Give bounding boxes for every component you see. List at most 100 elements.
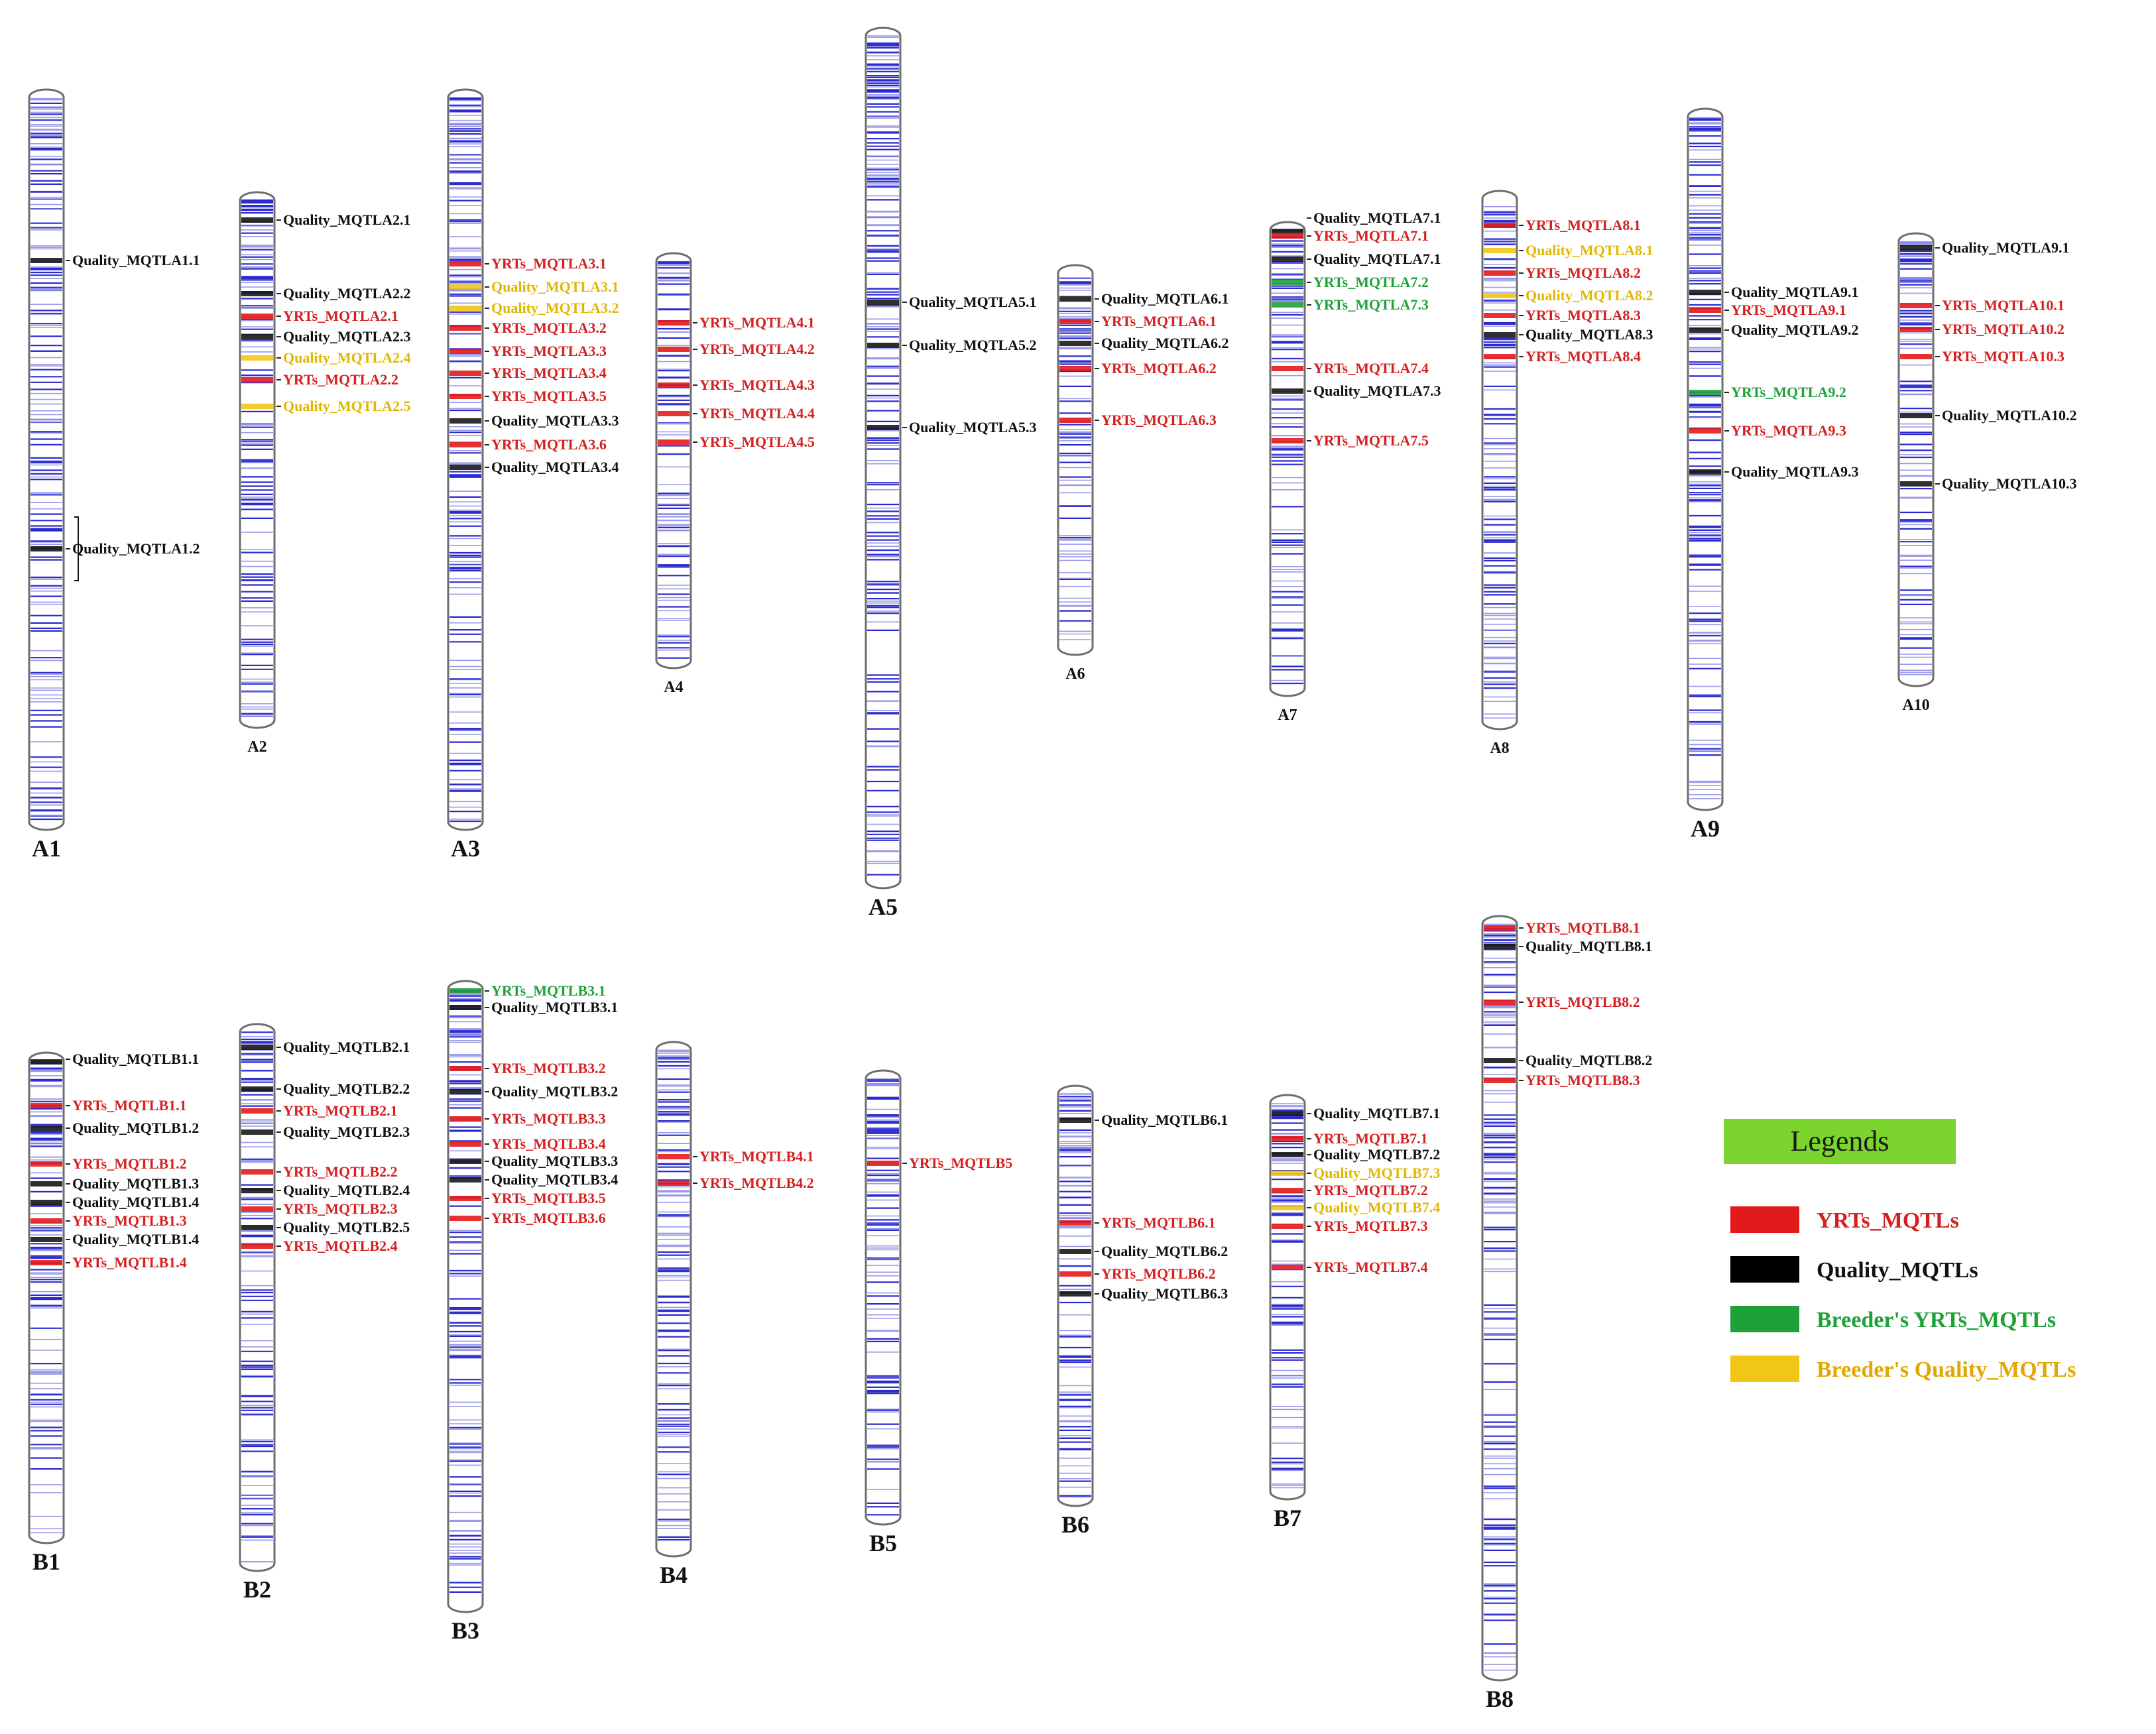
- qtl-band: [449, 1196, 481, 1201]
- qtl-label: Quality_MQTLB3.1: [491, 999, 618, 1015]
- chromosome-b4: YRTs_MQTLB4.1 YRTs_MQTLB4.2 B4: [655, 1041, 814, 1588]
- chromosome-a6: Quality_MQTLA6.1 YRTs_MQTLA6.1 Quality_MQT…: [1057, 264, 1229, 683]
- chromosome-b2: Quality_MQTLB2.1 Quality_MQTLB2.2 YRTs_MQT…: [239, 1023, 410, 1603]
- qtl-band: [658, 382, 689, 388]
- qtl-band: [449, 418, 481, 424]
- qtl-label: YRTs_MQTLA10.2: [1942, 321, 2065, 337]
- qtl-label: YRTs_MQTLB6.1: [1101, 1214, 1216, 1231]
- qtl-band: [1272, 1205, 1303, 1210]
- qtl-band: [1059, 1249, 1091, 1254]
- qtl-label: Quality_MQTLA8.1: [1526, 242, 1653, 259]
- chromosome-label: A3: [451, 835, 480, 862]
- qtl-band: [1059, 1271, 1091, 1277]
- qtl-band: [1484, 332, 1516, 337]
- qtl-label: Quality_MQTLB1.3: [72, 1175, 199, 1192]
- qtl-label: Quality_MQTLA2.2: [283, 285, 411, 302]
- qtl-label: Quality_MQTLB1.1: [72, 1051, 199, 1067]
- qtl-band: [449, 1159, 481, 1164]
- legend-item: Breeder's Quality_MQTLs: [1730, 1356, 2076, 1382]
- qtl-band: [1272, 438, 1303, 443]
- qtl-label: Quality_MQTLB7.4: [1313, 1199, 1440, 1216]
- qtl-band: [30, 1181, 62, 1186]
- qtl-band: [1272, 1224, 1303, 1229]
- legend-swatch: [1730, 1356, 1799, 1382]
- chromosome-label: A6: [1065, 665, 1085, 683]
- qtl-band: [30, 546, 62, 551]
- legend-item: Breeder's YRTs_MQTLs: [1730, 1306, 2056, 1332]
- qtl-label: YRTs_MQTLB5: [909, 1155, 1012, 1171]
- qtl-band: [241, 355, 273, 361]
- qtl-label: YRTs_MQTLA10.1: [1942, 297, 2065, 314]
- qtl-band: [1059, 296, 1091, 302]
- qtl-band: [1484, 944, 1516, 949]
- qtl-label: YRTs_MQTLB4.2: [699, 1175, 814, 1191]
- legend-swatch: [1730, 1206, 1799, 1233]
- qtl-bracket: [74, 516, 79, 581]
- chromosome-label: B4: [660, 1562, 688, 1588]
- qtl-label: YRTs_MQTLA4.2: [699, 341, 815, 357]
- legend-item: YRTs_MQTLs: [1730, 1206, 1959, 1233]
- chromosome-label: B2: [243, 1576, 271, 1603]
- legend-label: Quality_MQTLs: [1817, 1258, 1978, 1283]
- qtl-band: [30, 1161, 62, 1167]
- qtl-label: YRTs_MQTLB7.1: [1313, 1130, 1428, 1147]
- qtl-band: [241, 334, 273, 339]
- qtl-band: [449, 1116, 481, 1122]
- legend-swatch: [1730, 1256, 1799, 1283]
- qtl-band: [1900, 481, 1932, 487]
- qtl-band: [449, 306, 481, 311]
- chromosome-label: A9: [1691, 815, 1720, 842]
- qtl-label: Quality_MQTLA1.1: [72, 252, 200, 268]
- legend: Legends YRTs_MQTLs Quality_MQTLs Breeder's…: [1724, 1119, 2076, 1382]
- qtl-label: YRTs_MQTLA7.2: [1313, 274, 1429, 290]
- qtl-band: [30, 1237, 62, 1242]
- qtl-label: Quality_MQTLA8.3: [1526, 326, 1653, 343]
- qtl-label: YRTs_MQTLA6.3: [1101, 412, 1217, 428]
- chromosome-body: [28, 88, 65, 831]
- qtl-label: Quality_MQTLB3.4: [491, 1171, 618, 1188]
- qtl-band: [30, 1103, 62, 1108]
- chromosome-a2: Quality_MQTLA2.1 Quality_MQTLA2.2 YRTs_MQT…: [239, 191, 411, 756]
- chromosome-a8: YRTs_MQTLA8.1 Quality_MQTLA8.1 YRTs_MQTLA8…: [1481, 190, 1653, 757]
- qtl-band: [1059, 1291, 1091, 1297]
- qtl-label: Quality_MQTLB7.2: [1313, 1146, 1440, 1163]
- qtl-label: YRTs_MQTLA9.1: [1731, 302, 1846, 318]
- qtl-label: Quality_MQTLA5.1: [909, 294, 1037, 310]
- qtl-label: YRTs_MQTLA8.2: [1526, 264, 1641, 281]
- qtl-label: YRTs_MQTLB1.2: [72, 1155, 187, 1172]
- chromosome-b6: Quality_MQTLB6.1 YRTs_MQTLB6.1 Quality_MQT…: [1057, 1084, 1228, 1538]
- qtl-band: [449, 1141, 481, 1147]
- qtl-label: Quality_MQTLB6.2: [1101, 1243, 1228, 1259]
- qtl-label: Quality_MQTLB6.1: [1101, 1112, 1228, 1128]
- qtl-label: Quality_MQTLB7.3: [1313, 1165, 1440, 1181]
- qtl-band: [658, 347, 689, 352]
- chromosome-label: B7: [1274, 1505, 1301, 1531]
- qtl-label: YRTs_MQTLA3.1: [491, 255, 607, 272]
- qtl-label: Quality_MQTLB1.2: [72, 1120, 199, 1136]
- qtl-label: YRTs_MQTLB3.4: [491, 1135, 606, 1152]
- qtl-label: Quality_MQTLB2.2: [283, 1080, 410, 1097]
- qtl-label: Quality_MQTLA5.3: [909, 419, 1037, 435]
- qtl-band: [30, 1059, 62, 1065]
- qtl-band: [449, 1216, 481, 1221]
- qtl-label: YRTs_MQTLA8.3: [1526, 307, 1641, 323]
- qtl-band: [1059, 341, 1091, 346]
- qtl-band: [1484, 248, 1516, 253]
- qtl-label: Quality_MQTLB2.3: [283, 1124, 410, 1140]
- qtl-band: [1059, 366, 1091, 371]
- qtl-label: YRTs_MQTLB8.2: [1526, 994, 1640, 1010]
- qtl-label: YRTs_MQTLA2.1: [283, 308, 398, 324]
- qtl-label: YRTs_MQTLA9.2: [1731, 384, 1846, 400]
- qtl-label: YRTs_MQTLA7.1: [1313, 227, 1429, 244]
- qtl-band: [1900, 303, 1932, 308]
- chromosome-body: [1269, 221, 1306, 697]
- qtl-band: [1272, 302, 1303, 308]
- qtl-band: [241, 1086, 273, 1092]
- qtl-label: Quality_MQTLB6.3: [1101, 1285, 1228, 1302]
- qtl-band: [1484, 1000, 1516, 1005]
- chromosome-label: A2: [247, 738, 267, 756]
- qtl-band: [867, 343, 899, 348]
- chromosome-label: B8: [1486, 1686, 1514, 1712]
- chromosome-label: B3: [451, 1617, 479, 1644]
